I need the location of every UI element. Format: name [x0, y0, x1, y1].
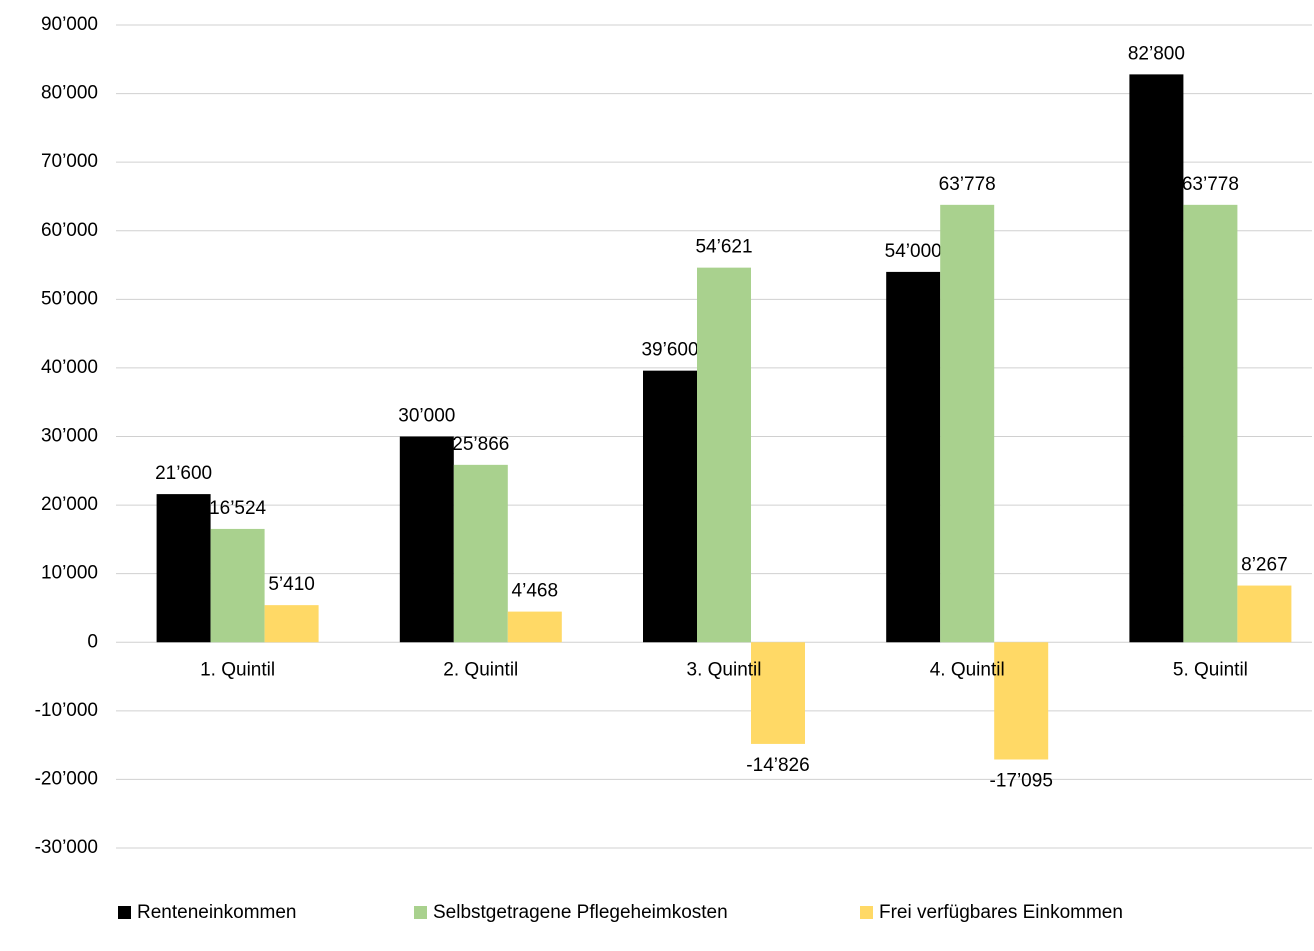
y-tick-label: 10’000 — [41, 563, 98, 584]
y-tick-label: 80’000 — [41, 83, 98, 104]
y-tick-label: 20’000 — [41, 494, 98, 515]
y-tick-label: 40’000 — [41, 357, 98, 378]
x-tick-label: 4. Quintil — [930, 659, 1005, 680]
bar — [399, 436, 454, 643]
value-label: 25’866 — [452, 434, 509, 455]
value-label: 63’778 — [939, 174, 996, 195]
y-tick-label: 50’000 — [41, 288, 98, 309]
bar — [994, 642, 1049, 760]
value-label: 16’524 — [209, 498, 266, 519]
y-tick-label: 30’000 — [41, 426, 98, 447]
legend-marker — [414, 906, 427, 919]
x-tick-label: 3. Quintil — [687, 659, 762, 680]
value-label: -14’826 — [746, 755, 809, 776]
x-tick-label: 5. Quintil — [1173, 659, 1248, 680]
bar — [886, 271, 941, 643]
bar — [453, 464, 508, 643]
value-label: 8’267 — [1241, 555, 1288, 576]
bar — [156, 494, 211, 643]
legend-label: Renteneinkommen — [137, 902, 296, 923]
value-label: 39’600 — [641, 340, 698, 361]
legend-marker — [118, 906, 131, 919]
bar — [697, 267, 751, 643]
bar — [210, 528, 265, 643]
bar — [1129, 74, 1184, 643]
bar — [1183, 204, 1238, 643]
value-label: 30’000 — [398, 406, 455, 427]
value-label: 82’800 — [1128, 43, 1185, 64]
y-tick-label: 90’000 — [41, 14, 98, 35]
bar — [751, 642, 805, 744]
value-label: -17’095 — [990, 771, 1053, 792]
y-tick-label: -30’000 — [35, 837, 98, 858]
bar — [940, 204, 995, 643]
y-tick-label: 60’000 — [41, 220, 98, 241]
bar — [1237, 585, 1292, 643]
y-tick-label: -20’000 — [35, 768, 98, 789]
bar — [264, 605, 319, 643]
legend-marker — [860, 906, 873, 919]
value-label: 21’600 — [155, 463, 212, 484]
value-label: 4’468 — [512, 581, 559, 602]
bar — [507, 611, 562, 643]
value-label: 5’410 — [268, 574, 315, 595]
value-label: 54’621 — [695, 237, 752, 258]
bar — [643, 370, 697, 643]
y-tick-label: 0 — [87, 631, 98, 652]
x-tick-label: 2. Quintil — [443, 659, 518, 680]
y-tick-label: 70’000 — [41, 151, 98, 172]
x-tick-label: 1. Quintil — [200, 659, 275, 680]
legend-label: Selbstgetragene Pflegeheimkosten — [433, 902, 728, 923]
value-label: 63’778 — [1182, 174, 1239, 195]
legend-label: Frei verfügbares Einkommen — [879, 902, 1123, 923]
y-tick-label: -10’000 — [35, 700, 98, 721]
value-label: 54’000 — [885, 241, 942, 262]
